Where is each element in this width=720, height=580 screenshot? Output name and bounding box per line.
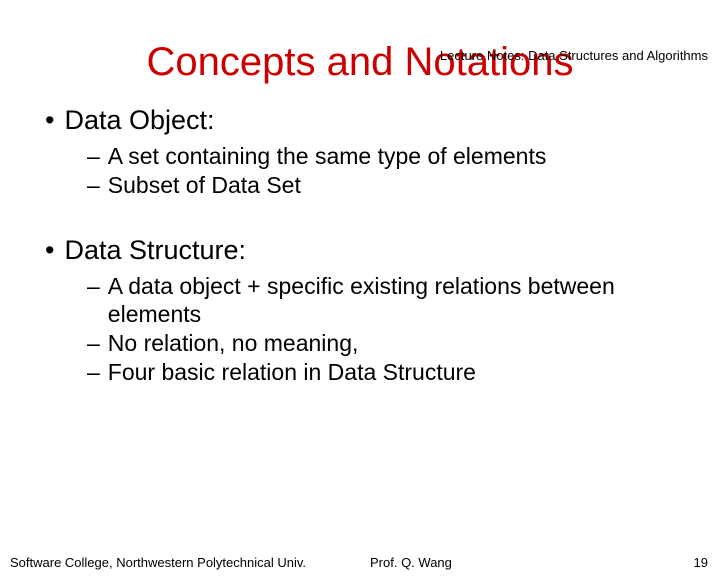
slide-content: • Data Object: – A set containing the sa… (0, 105, 720, 387)
dash-marker: – (87, 358, 100, 387)
dash-marker: – (87, 142, 100, 171)
sub-text: Subset of Data Set (108, 171, 690, 200)
dash-marker: – (87, 329, 100, 358)
sub-text: Four basic relation in Data Structure (108, 358, 690, 387)
footer-author: Prof. Q. Wang (370, 555, 452, 570)
dash-marker: – (87, 272, 100, 301)
sub-text: A data object + specific existing relati… (108, 272, 690, 330)
sub-item: – No relation, no meaning, (87, 329, 690, 358)
sub-text: No relation, no meaning, (108, 329, 690, 358)
sub-item: – A set containing the same type of elem… (87, 142, 690, 171)
dash-marker: – (87, 171, 100, 200)
bullet-data-object: • Data Object: (45, 105, 690, 136)
bullet-data-structure: • Data Structure: (45, 235, 690, 266)
footer-page-number: 19 (694, 555, 708, 570)
sub-text: A set containing the same type of elemen… (108, 142, 690, 171)
bullet-heading: Data Structure: (64, 235, 246, 266)
sub-item: – A data object + specific existing rela… (87, 272, 690, 330)
footer-institution: Software College, Northwestern Polytechn… (10, 555, 306, 570)
sub-item: – Subset of Data Set (87, 171, 690, 200)
bullet-marker: • (45, 235, 54, 266)
bullet-marker: • (45, 105, 54, 136)
bullet-heading: Data Object: (64, 105, 214, 136)
course-header: Lecture Notes: Data Structures and Algor… (440, 48, 708, 63)
sub-item: – Four basic relation in Data Structure (87, 358, 690, 387)
